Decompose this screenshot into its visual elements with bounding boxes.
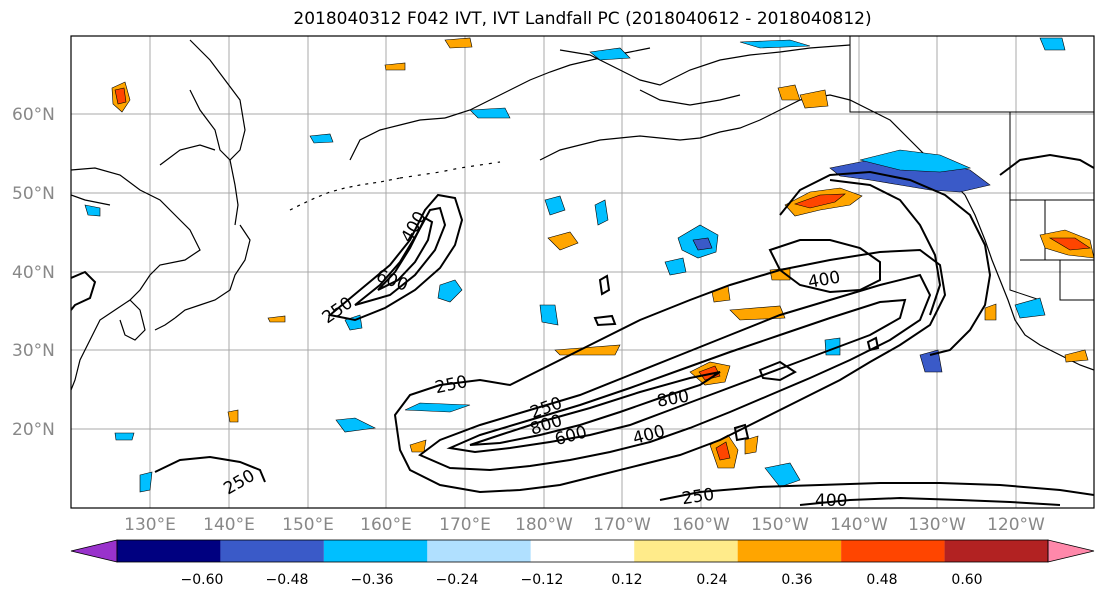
lon-label: 160°W <box>672 515 730 535</box>
lon-label: 130°W <box>908 515 966 535</box>
map-title: 2018040312 F042 IVT, IVT Landfall PC (20… <box>293 9 872 29</box>
colorbar-swatch <box>841 540 945 562</box>
lon-label: 160°E <box>360 515 412 535</box>
colorbar-extend-right <box>1047 539 1095 563</box>
map-frame <box>70 35 1095 509</box>
lat-label: 40°N <box>12 263 55 283</box>
lon-label: 180°W <box>515 515 573 535</box>
lat-label: 20°N <box>12 420 55 440</box>
colorbar-tick: −0.12 <box>521 572 564 588</box>
colorbar-swatch <box>220 540 324 562</box>
lat-label: 50°N <box>12 184 55 204</box>
lat-label: 60°N <box>12 105 55 125</box>
contour-label: 250 <box>681 485 716 509</box>
positive-shading <box>111 37 1094 469</box>
colorbar-tick: −0.24 <box>436 572 479 588</box>
colorbar-swatch <box>427 540 531 562</box>
negative-shading <box>84 37 1066 493</box>
lon-label: 140°E <box>203 515 255 535</box>
lon-label: 140°W <box>830 515 888 535</box>
lat-label: 30°N <box>12 341 55 361</box>
colorbar-swatch <box>530 540 635 562</box>
coastlines <box>71 39 1094 391</box>
colorbar-tick: −0.60 <box>181 572 224 588</box>
colorbar-tick: 0.36 <box>781 572 812 588</box>
lon-label: 170°W <box>593 515 651 535</box>
colorbar-ticks: −0.60 −0.48 −0.36 −0.24 −0.12 0.12 0.24 … <box>181 572 983 588</box>
colorbar-tick: −0.36 <box>351 572 394 588</box>
colorbar-swatch <box>323 540 428 562</box>
gridlines <box>71 36 1094 508</box>
lon-label: 150°E <box>282 515 334 535</box>
lon-label: 170°E <box>439 515 491 535</box>
contour-label: 400 <box>815 491 847 511</box>
ivt-contours <box>71 153 1094 506</box>
longitude-labels: 130°E 140°E 150°E 160°E 170°E 180°W 170°… <box>124 515 1045 535</box>
borders <box>849 36 1094 301</box>
lon-label: 150°W <box>751 515 809 535</box>
colorbar-swatch <box>634 540 738 562</box>
colorbar-swatch <box>944 540 1048 562</box>
colorbar-tick: −0.48 <box>266 572 309 588</box>
colorbar <box>70 539 1095 563</box>
colorbar-swatch <box>117 540 221 562</box>
colorbar-tick: 0.48 <box>866 572 897 588</box>
latitude-labels: 60°N 50°N 40°N 30°N 20°N <box>12 105 55 440</box>
lon-label: 120°W <box>987 515 1045 535</box>
colorbar-swatch <box>737 540 842 562</box>
lon-label: 130°E <box>124 515 176 535</box>
colorbar-tick: 0.60 <box>951 572 982 588</box>
colorbar-tick: 0.24 <box>696 572 727 588</box>
colorbar-extend-left <box>70 539 118 563</box>
colorbar-tick: 0.12 <box>611 572 642 588</box>
